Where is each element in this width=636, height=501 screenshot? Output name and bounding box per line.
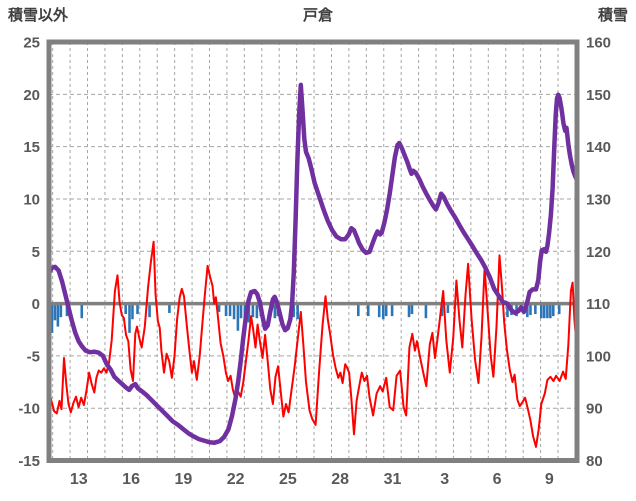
precip-bar [228,302,232,317]
left-axis-tick: 5 [32,244,40,261]
right-axis-tick: 100 [586,348,611,365]
precip-bar [239,302,243,319]
plot-border [46,39,580,463]
right-axis-tick: 90 [586,401,603,418]
x-axis-tick: 22 [227,471,245,488]
left-axis-tick: -5 [27,348,40,365]
x-axis-tick: 6 [493,471,502,488]
left-axis-tick: 10 [23,191,40,208]
precip-bar [357,302,360,317]
precip-bar [217,302,221,312]
precip-bar [542,302,546,319]
precip-bar [128,302,131,333]
right-axis-tick: 120 [586,244,611,261]
precip-bar [56,302,60,327]
precip-bar [50,302,54,333]
left-axis-tick: -15 [18,453,40,470]
left-axis-tick: -10 [18,401,40,418]
x-axis-tick: 28 [331,471,349,488]
precip-bar [407,302,411,318]
precip-bar [296,302,299,320]
precip-bar [506,302,509,318]
left-axis-title: 積雪以外 [8,7,69,24]
precip-bar [292,302,295,318]
right-axis-tick: 110 [586,296,610,313]
right-axis-tick: 130 [586,191,611,208]
precip-bar [377,302,381,318]
x-axis-tick: 31 [384,471,402,488]
precip-bar [529,302,532,316]
x-axis-tick: 13 [70,471,88,488]
chart-title: 戸倉 [302,7,333,24]
right-axis-tick: 160 [586,35,611,52]
precip-bar [546,302,549,319]
precip-bar [224,302,228,317]
precip-bar [232,302,236,320]
left-axis-tick: 20 [23,87,40,104]
precip-bar [251,302,255,318]
precip-bar [539,302,543,319]
precip-bar [366,302,370,317]
precip-bar [136,302,139,315]
precip-bar [515,302,518,317]
purple-line [46,82,580,445]
x-axis-tick: 16 [122,471,140,488]
red-line [48,240,578,448]
x-axis-tick: 19 [174,471,192,488]
x-axis-tick: 25 [279,471,297,488]
x-axis-tick: 3 [440,471,449,488]
precip-bar [552,302,555,317]
precip-bar [53,302,57,321]
right-axis-title: 積雪 [597,7,628,24]
precip-bar [255,302,259,319]
precip-bar [424,302,428,319]
right-axis-tick: 80 [586,453,603,470]
precip-bar [168,302,171,313]
precip-bar [446,302,450,313]
precip-bar [124,302,127,315]
precip-bar [247,302,251,323]
precip-bar [80,302,84,319]
left-axis-tick: 0 [32,296,40,313]
precip-bar [381,302,385,320]
precip-bar [236,302,240,331]
precip-bar [390,302,394,317]
x-axis-tick: 9 [545,471,554,488]
precip-bar [526,302,529,318]
precip-bar [549,302,552,319]
precip-bar [410,302,414,315]
precip-bar [384,302,388,317]
precip-bar [148,302,151,318]
right-axis-tick: 140 [586,139,611,156]
precip-bar [273,302,277,319]
right-axis-tick: 150 [586,87,611,104]
precip-bar [59,302,63,318]
left-axis-tick: 25 [23,35,40,52]
precip-bar [534,302,537,315]
precip-bar [557,302,561,315]
precip-bar [131,302,134,320]
left-axis-tick: 15 [23,139,40,156]
